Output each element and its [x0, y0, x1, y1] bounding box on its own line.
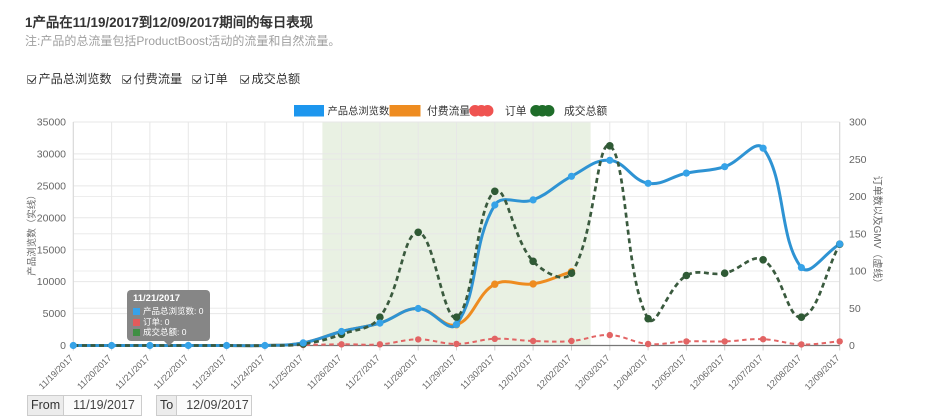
svg-text:11/30/2017: 11/30/2017	[458, 353, 496, 391]
svg-text:11/22/2017: 11/22/2017	[152, 353, 190, 391]
svg-text:300: 300	[849, 117, 867, 129]
svg-text:11/20/2017: 11/20/2017	[75, 353, 113, 391]
svg-text:成交总额: 成交总额	[564, 104, 607, 118]
svg-text:100: 100	[849, 266, 867, 278]
svg-text:25000: 25000	[37, 181, 66, 193]
svg-text:200: 200	[849, 191, 867, 203]
svg-text:11/25/2017: 11/25/2017	[267, 353, 305, 391]
svg-text:付费流量: 付费流量	[427, 104, 470, 118]
svg-text:11/27/2017: 11/27/2017	[343, 353, 381, 391]
svg-text:11/26/2017: 11/26/2017	[305, 353, 343, 391]
svg-text:12/05/2017: 12/05/2017	[649, 353, 688, 392]
svg-text:订单数以及GMV（虚线）: 订单数以及GMV（虚线）	[871, 176, 884, 289]
svg-text:35000: 35000	[37, 117, 66, 129]
svg-text:产品浏览数（实线）: 产品浏览数（实线）	[26, 190, 38, 276]
svg-text:订单: 订单	[505, 105, 527, 118]
svg-text:5000: 5000	[43, 308, 67, 320]
svg-text:0: 0	[849, 340, 855, 352]
svg-text:12/08/2017: 12/08/2017	[764, 353, 803, 392]
svg-text:150: 150	[849, 228, 867, 240]
svg-text:12/06/2017: 12/06/2017	[688, 353, 727, 392]
svg-text:12/07/2017: 12/07/2017	[726, 353, 765, 392]
svg-text:11/24/2017: 11/24/2017	[228, 353, 266, 391]
svg-text:50: 50	[849, 303, 861, 315]
svg-text:20000: 20000	[37, 212, 66, 224]
svg-text:30000: 30000	[37, 149, 66, 161]
svg-text:12/01/2017: 12/01/2017	[496, 353, 535, 392]
svg-text:10000: 10000	[37, 276, 66, 288]
svg-text:11/19/2017: 11/19/2017	[37, 353, 75, 391]
svg-text:11/28/2017: 11/28/2017	[382, 353, 420, 391]
svg-text:11/23/2017: 11/23/2017	[190, 353, 228, 391]
svg-text:12/03/2017: 12/03/2017	[573, 353, 612, 392]
svg-text:产品总浏览数: 产品总浏览数	[328, 105, 390, 118]
svg-text:12/09/2017: 12/09/2017	[803, 353, 842, 392]
svg-text:15000: 15000	[37, 244, 66, 256]
svg-text:11/21/2017: 11/21/2017	[113, 353, 151, 391]
svg-text:12/04/2017: 12/04/2017	[611, 353, 650, 392]
svg-text:11/29/2017: 11/29/2017	[420, 353, 458, 391]
svg-text:0: 0	[60, 340, 66, 352]
svg-text:250: 250	[849, 154, 867, 166]
svg-text:12/02/2017: 12/02/2017	[534, 353, 573, 392]
